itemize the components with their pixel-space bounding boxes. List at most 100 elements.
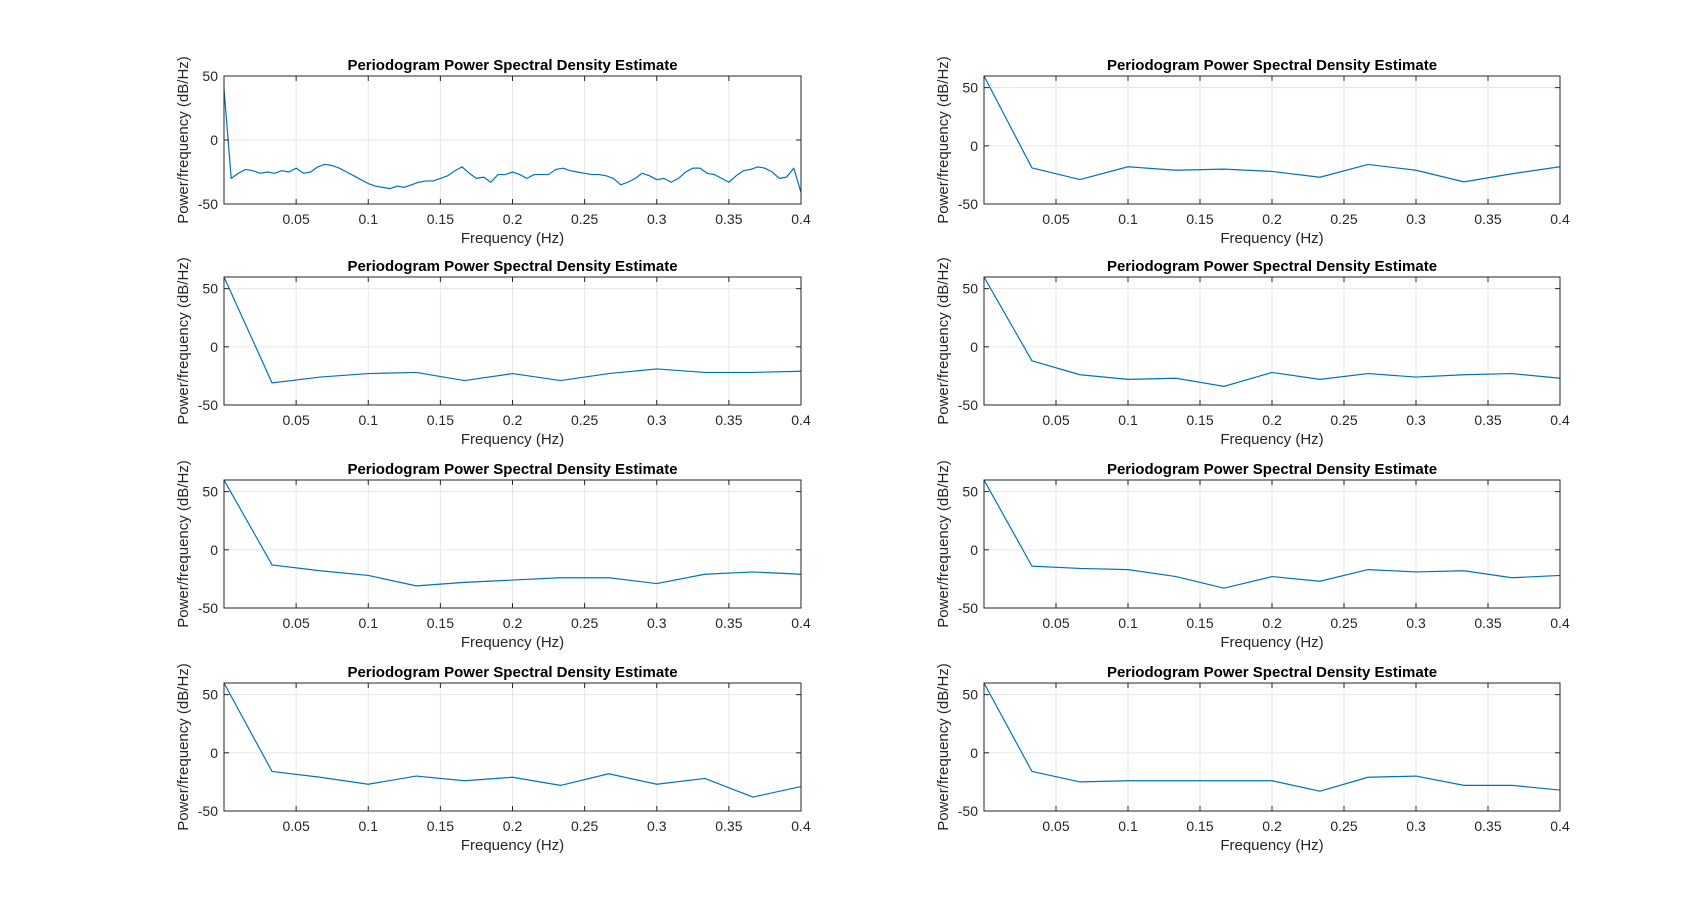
- x-tick-label: 0.2: [503, 615, 523, 631]
- x-tick-label: 0.4: [791, 412, 811, 428]
- x-tick-label: 0.3: [1406, 615, 1426, 631]
- x-tick-label: 0.2: [503, 211, 523, 227]
- psd-series-line: [224, 683, 801, 798]
- subplot-title: Periodogram Power Spectral Density Estim…: [1107, 664, 1437, 681]
- x-tick-label: 0.25: [571, 412, 598, 428]
- subplot-8: 0.05 0.1 0.15 0.2 0.25 0.3 0.35 0.4 50 0 -50 Period…: [935, 663, 1570, 854]
- x-axis-label: Frequency (Hz): [461, 837, 564, 854]
- psd-series-line: [984, 480, 1560, 589]
- x-tick-label: 0.05: [1042, 615, 1069, 631]
- x-tick-label: 0.35: [715, 412, 742, 428]
- x-tick-label: 0.35: [1474, 412, 1501, 428]
- psd-series-line: [224, 277, 801, 384]
- y-tick-label: -50: [198, 600, 218, 616]
- subplot-title: Periodogram Power Spectral Density Estim…: [347, 461, 677, 478]
- y-axis-label: Power/frequency (dB/Hz): [935, 460, 952, 628]
- x-tick-label: 0.3: [647, 211, 667, 227]
- x-tick-label: 0.25: [571, 211, 598, 227]
- x-tick-label: 0.35: [715, 615, 742, 631]
- x-tick-label: 0.25: [571, 818, 598, 834]
- y-tick-label: 0: [970, 339, 978, 355]
- y-axis-label: Power/frequency (dB/Hz): [175, 460, 192, 628]
- x-tick-label: 0.3: [1406, 818, 1426, 834]
- y-tick-label: 0: [210, 745, 218, 761]
- subplot-4: 0.05 0.1 0.15 0.2 0.25 0.3 0.35 0.4 50 0 -50 Period…: [935, 257, 1570, 448]
- x-tick-label: 0.1: [1118, 211, 1138, 227]
- subplot-title: Periodogram Power Spectral Density Estim…: [1107, 461, 1437, 478]
- y-axis-label: Power/frequency (dB/Hz): [935, 56, 952, 224]
- x-tick-label: 0.15: [1186, 412, 1213, 428]
- x-tick-label: 0.25: [1330, 615, 1357, 631]
- x-tick-label: 0.05: [283, 818, 310, 834]
- x-tick-label: 0.4: [791, 615, 811, 631]
- x-tick-label: 0.1: [359, 412, 379, 428]
- x-tick-label: 0.35: [1474, 211, 1501, 227]
- x-tick-label: 0.05: [283, 412, 310, 428]
- x-axis-label: Frequency (Hz): [461, 634, 564, 651]
- x-tick-label: 0.15: [427, 818, 454, 834]
- y-tick-label: 0: [210, 132, 218, 148]
- y-tick-label: 50: [202, 68, 218, 84]
- x-tick-label: 0.2: [503, 818, 523, 834]
- x-tick-label: 0.1: [359, 615, 379, 631]
- y-tick-label: 0: [210, 542, 218, 558]
- x-tick-label: 0.15: [1186, 818, 1213, 834]
- y-axis-label: Power/frequency (dB/Hz): [935, 663, 952, 831]
- subplot-title: Periodogram Power Spectral Density Estim…: [347, 664, 677, 681]
- y-tick-label: -50: [958, 196, 978, 212]
- subplot-7: 0.05 0.1 0.15 0.2 0.25 0.3 0.35 0.4 50 0 -50 Period…: [175, 663, 811, 854]
- y-axis-label: Power/frequency (dB/Hz): [175, 56, 192, 224]
- psd-series-line: [224, 88, 801, 193]
- subplot-5: 0.05 0.1 0.15 0.2 0.25 0.3 0.35 0.4 50 0 -50 Period…: [175, 460, 811, 651]
- x-tick-label: 0.35: [715, 818, 742, 834]
- x-tick-label: 0.15: [427, 211, 454, 227]
- y-tick-label: 50: [962, 484, 978, 500]
- subplot-title: Periodogram Power Spectral Density Estim…: [347, 57, 677, 74]
- subplot-1: 0.05 0.1 0.15 0.2 0.25 0.3 0.35 0.4 50 0 -50 Period…: [175, 56, 811, 247]
- y-tick-label: 0: [970, 745, 978, 761]
- x-axis-label: Frequency (Hz): [1220, 634, 1323, 651]
- y-tick-label: 50: [962, 80, 978, 96]
- x-tick-label: 0.4: [1550, 818, 1570, 834]
- y-tick-label: -50: [958, 600, 978, 616]
- x-tick-label: 0.15: [1186, 211, 1213, 227]
- y-tick-label: 0: [210, 339, 218, 355]
- x-tick-label: 0.05: [283, 615, 310, 631]
- x-tick-label: 0.4: [1550, 211, 1570, 227]
- y-tick-label: 50: [202, 687, 218, 703]
- subplot-title: Periodogram Power Spectral Density Estim…: [1107, 57, 1437, 74]
- x-tick-label: 0.4: [791, 818, 811, 834]
- psd-series-line: [984, 277, 1560, 387]
- x-tick-label: 0.2: [1262, 818, 1282, 834]
- x-tick-label: 0.05: [1042, 412, 1069, 428]
- x-tick-label: 0.2: [503, 412, 523, 428]
- x-axis-label: Frequency (Hz): [461, 230, 564, 247]
- subplot-6: 0.05 0.1 0.15 0.2 0.25 0.3 0.35 0.4 50 0 -50 Period…: [935, 460, 1570, 651]
- subplot-3: 0.05 0.1 0.15 0.2 0.25 0.3 0.35 0.4 50 0 -50 Period…: [175, 257, 811, 448]
- y-tick-label: -50: [958, 397, 978, 413]
- y-axis-label: Power/frequency (dB/Hz): [935, 257, 952, 425]
- x-tick-label: 0.1: [359, 211, 379, 227]
- x-tick-label: 0.25: [1330, 211, 1357, 227]
- y-tick-label: 0: [970, 138, 978, 154]
- x-tick-label: 0.2: [1262, 211, 1282, 227]
- x-axis-label: Frequency (Hz): [461, 431, 564, 448]
- x-tick-label: 0.3: [1406, 412, 1426, 428]
- x-tick-label: 0.05: [1042, 818, 1069, 834]
- y-tick-label: 50: [962, 687, 978, 703]
- subplot-title: Periodogram Power Spectral Density Estim…: [347, 258, 677, 275]
- y-tick-label: -50: [958, 803, 978, 819]
- x-axis-label: Frequency (Hz): [1220, 837, 1323, 854]
- x-tick-label: 0.35: [1474, 615, 1501, 631]
- y-axis-label: Power/frequency (dB/Hz): [175, 257, 192, 425]
- x-tick-label: 0.1: [359, 818, 379, 834]
- x-tick-label: 0.25: [1330, 412, 1357, 428]
- x-tick-label: 0.4: [1550, 615, 1570, 631]
- x-tick-label: 0.05: [283, 211, 310, 227]
- y-tick-label: -50: [198, 803, 218, 819]
- x-tick-label: 0.15: [1186, 615, 1213, 631]
- x-tick-label: 0.4: [1550, 412, 1570, 428]
- x-tick-label: 0.4: [791, 211, 811, 227]
- x-tick-label: 0.1: [1118, 615, 1138, 631]
- y-tick-label: 50: [202, 281, 218, 297]
